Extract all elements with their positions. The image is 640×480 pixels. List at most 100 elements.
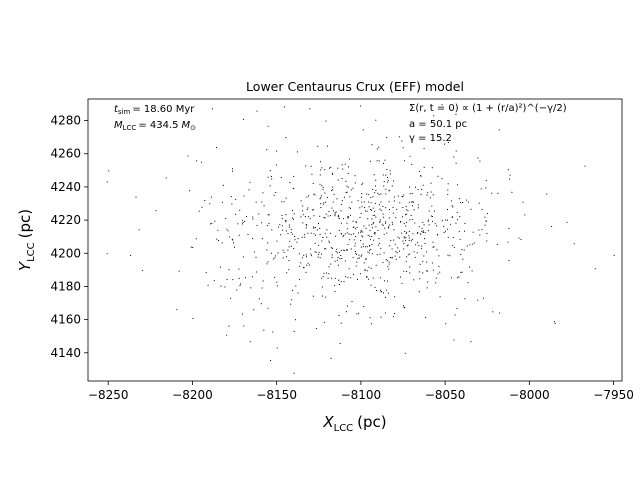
data-point bbox=[319, 227, 321, 229]
data-point bbox=[408, 201, 410, 203]
data-point bbox=[324, 169, 326, 171]
data-point bbox=[439, 271, 441, 273]
data-point bbox=[354, 242, 356, 244]
data-point bbox=[386, 260, 388, 262]
data-point bbox=[271, 229, 273, 231]
data-point bbox=[302, 210, 304, 212]
data-point bbox=[267, 307, 269, 309]
data-point bbox=[361, 206, 363, 208]
data-point bbox=[455, 162, 457, 164]
data-point bbox=[276, 285, 278, 287]
data-point bbox=[332, 186, 334, 188]
data-point bbox=[317, 145, 319, 147]
data-point bbox=[359, 207, 361, 209]
data-point bbox=[406, 245, 408, 247]
data-point bbox=[364, 258, 366, 260]
data-point bbox=[292, 233, 294, 235]
data-point bbox=[330, 232, 332, 234]
data-point bbox=[347, 277, 349, 279]
data-point bbox=[456, 307, 458, 309]
data-point bbox=[283, 201, 285, 203]
data-point bbox=[381, 223, 383, 225]
data-point bbox=[246, 216, 247, 218]
data-point bbox=[372, 214, 374, 216]
data-point bbox=[403, 306, 405, 308]
data-point bbox=[554, 322, 556, 324]
data-point bbox=[386, 137, 388, 139]
data-point bbox=[288, 260, 290, 261]
data-point bbox=[355, 236, 357, 238]
data-point bbox=[361, 196, 362, 198]
data-point bbox=[383, 252, 385, 254]
data-point bbox=[239, 209, 241, 211]
data-point bbox=[352, 220, 354, 222]
data-point bbox=[362, 129, 364, 131]
data-point bbox=[397, 236, 399, 238]
data-point bbox=[363, 201, 365, 203]
data-point bbox=[393, 196, 395, 198]
data-point bbox=[468, 201, 469, 203]
data-point bbox=[309, 108, 311, 110]
data-point bbox=[355, 221, 357, 223]
data-point bbox=[267, 242, 269, 244]
data-point bbox=[332, 173, 334, 175]
data-point bbox=[322, 188, 324, 190]
data-point bbox=[422, 231, 424, 233]
data-point bbox=[426, 287, 428, 289]
data-point bbox=[463, 249, 465, 251]
data-point bbox=[318, 253, 320, 255]
data-point bbox=[220, 285, 222, 287]
data-point bbox=[369, 235, 371, 237]
data-point bbox=[266, 149, 268, 151]
data-point bbox=[368, 278, 369, 280]
data-point bbox=[283, 106, 285, 108]
data-point bbox=[340, 210, 342, 212]
data-point bbox=[269, 185, 271, 187]
data-point bbox=[324, 233, 326, 235]
data-point bbox=[403, 270, 405, 272]
data-point bbox=[225, 218, 227, 219]
data-point bbox=[413, 201, 414, 203]
data-point bbox=[401, 232, 403, 234]
data-point bbox=[198, 210, 200, 212]
data-point bbox=[318, 244, 320, 246]
data-point bbox=[421, 230, 423, 232]
data-point bbox=[522, 201, 524, 203]
data-point bbox=[371, 323, 372, 325]
data-point bbox=[232, 168, 233, 170]
x-tick-label: −8000 bbox=[509, 388, 550, 402]
data-point bbox=[106, 181, 108, 183]
data-point bbox=[369, 230, 371, 232]
data-point bbox=[377, 244, 379, 246]
data-point bbox=[420, 175, 422, 177]
data-point bbox=[276, 347, 278, 349]
data-point bbox=[339, 258, 341, 260]
data-point bbox=[464, 230, 465, 232]
data-point bbox=[368, 224, 370, 226]
data-point bbox=[456, 211, 458, 213]
data-point bbox=[461, 249, 463, 251]
data-point bbox=[403, 223, 405, 225]
data-point bbox=[462, 258, 464, 260]
data-point bbox=[314, 227, 316, 229]
data-point bbox=[334, 285, 336, 287]
data-point bbox=[217, 229, 219, 231]
data-point bbox=[451, 216, 453, 218]
data-point bbox=[285, 221, 287, 223]
data-point bbox=[385, 174, 387, 176]
data-point bbox=[410, 215, 412, 216]
data-point bbox=[460, 253, 462, 255]
data-point bbox=[388, 268, 390, 270]
data-point bbox=[469, 244, 471, 246]
data-point bbox=[464, 223, 466, 224]
data-point bbox=[375, 290, 377, 291]
data-point bbox=[460, 271, 462, 273]
data-point bbox=[381, 291, 382, 293]
data-point bbox=[397, 195, 399, 197]
data-point bbox=[424, 232, 426, 234]
data-point bbox=[315, 251, 317, 253]
data-point bbox=[454, 314, 456, 316]
data-point bbox=[376, 160, 378, 162]
data-point bbox=[360, 255, 362, 257]
data-point bbox=[337, 264, 339, 266]
